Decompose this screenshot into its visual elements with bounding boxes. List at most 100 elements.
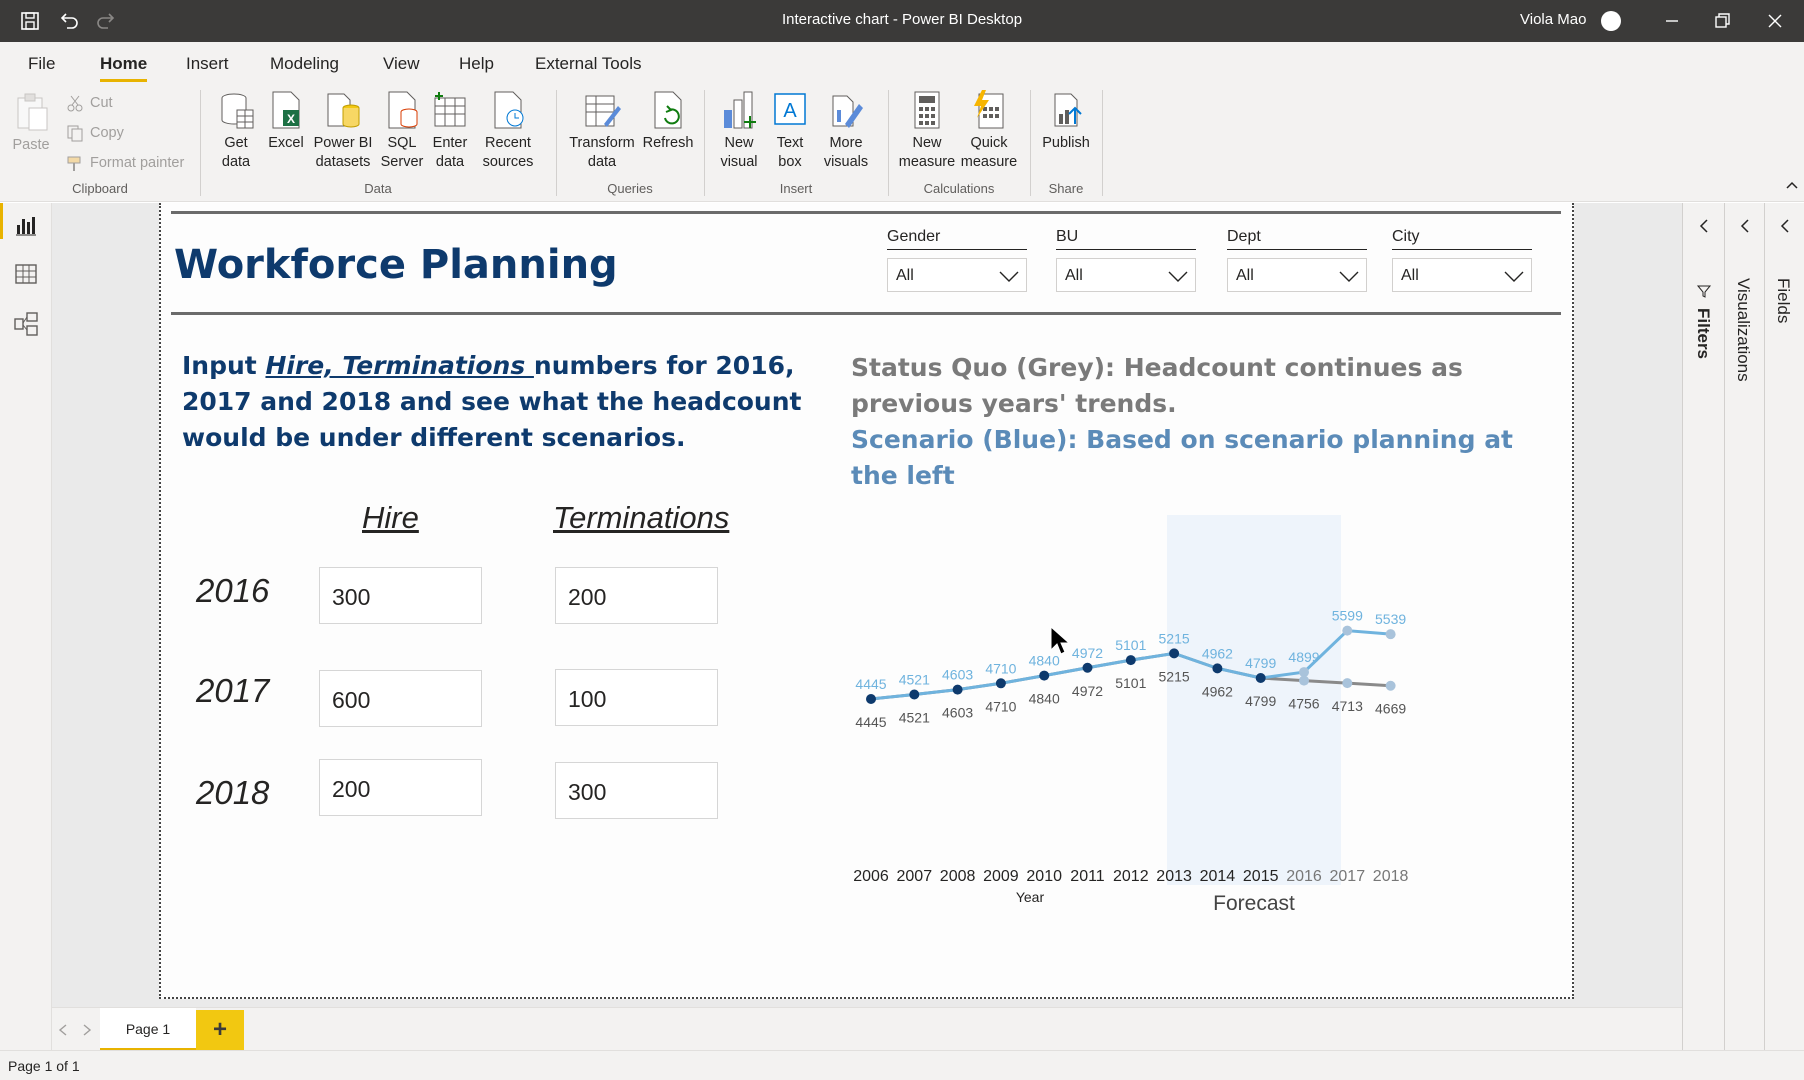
quick-measure-button[interactable]: Quick measure [960, 90, 1018, 172]
status-quo-data-label: 4840 [1029, 691, 1060, 707]
tab-help[interactable]: Help [459, 54, 494, 73]
text-box-button[interactable]: A Text box [768, 90, 812, 172]
tab-insert[interactable]: Insert [186, 54, 229, 73]
power-bi-datasets-button[interactable]: Power BI datasets [310, 90, 376, 172]
publish-button[interactable]: Publish [1038, 90, 1094, 153]
report-view-icon[interactable] [13, 213, 39, 239]
scenario-data-label: 4603 [942, 667, 973, 683]
close-icon[interactable] [1763, 9, 1787, 33]
chevron-left-icon[interactable] [1737, 218, 1753, 234]
tab-file[interactable]: File [28, 54, 56, 73]
intro-text-end: numbers for 2016, 2017 and 2018 and see … [182, 351, 802, 452]
copy-label: Copy [90, 125, 124, 141]
paste-icon [17, 93, 48, 131]
status-quo-point [995, 678, 1006, 689]
format-painter-label: Format painter [90, 155, 185, 171]
insert-group-label: Insert [779, 181, 813, 196]
slicer-bu-dropdown[interactable]: All [1056, 258, 1196, 292]
minimize-icon[interactable] [1660, 9, 1684, 33]
collapse-ribbon-icon[interactable] [1785, 180, 1799, 190]
x-tick-label: 2014 [1200, 868, 1236, 885]
scroll-left-icon[interactable] [58, 1024, 68, 1036]
tab-home[interactable]: Home [100, 54, 148, 82]
paste-button[interactable]: Paste [12, 92, 50, 155]
terminations-input-2018[interactable]: 300 [555, 762, 718, 819]
publish-icon [1054, 93, 1082, 127]
new-measure-button[interactable]: New measure [898, 90, 956, 172]
user-name[interactable]: Viola Mao [1520, 11, 1587, 28]
slicer-dept-dropdown[interactable]: All [1227, 258, 1367, 292]
undo-icon[interactable] [57, 9, 81, 33]
scenario-data-label: 5599 [1332, 608, 1363, 624]
page-tab-page-1[interactable]: Page 1 [100, 1008, 196, 1051]
get-data-button[interactable]: Get data [212, 90, 260, 172]
redo-icon[interactable] [94, 9, 118, 33]
format-painter-button[interactable]: Format painter [66, 154, 184, 172]
cut-button[interactable]: Cut [66, 94, 113, 112]
filters-pane[interactable]: Filters [1682, 203, 1724, 1050]
slicer-gender-dropdown[interactable]: All [887, 258, 1027, 292]
hire-input-2017[interactable]: 600 [319, 670, 482, 727]
pbi-datasets-label-2: datasets [315, 154, 371, 170]
slicer-city-dropdown[interactable]: All [1392, 258, 1532, 292]
status-bar: Page 1 of 1 [0, 1050, 1804, 1080]
svg-text:X: X [287, 112, 295, 126]
scroll-right-icon[interactable] [82, 1024, 92, 1036]
scenario-data-label: 4899 [1288, 649, 1319, 665]
terminations-input-2016[interactable]: 200 [555, 567, 718, 624]
transform-data-button[interactable]: Transform data [568, 90, 636, 172]
x-tick-label: 2009 [983, 868, 1019, 885]
more-visuals-icon [832, 95, 863, 128]
share-group-label: Share [1048, 181, 1084, 196]
scenario-text: Scenario (Blue): Based on scenario plann… [851, 425, 1514, 490]
scenario-data-label: 4445 [855, 676, 886, 692]
status-quo-data-label: 4713 [1332, 698, 1363, 714]
scenario-data-label: 4521 [899, 671, 930, 687]
copy-button[interactable]: Copy [66, 124, 124, 142]
scenario-point [1299, 667, 1309, 678]
forecast-band [1167, 515, 1341, 885]
publish-label: Publish [1042, 135, 1090, 151]
recent-sources-button[interactable]: Recent sources [476, 90, 540, 172]
visualizations-pane[interactable]: Visualizations [1724, 203, 1764, 1050]
sql-server-label-1: SQL [387, 135, 417, 151]
chevron-left-icon[interactable] [1777, 218, 1793, 234]
hire-input-2018[interactable]: 200 [319, 759, 482, 816]
hire-input-2016[interactable]: 300 [319, 567, 482, 624]
filter-icon [1696, 285, 1712, 298]
page-count: Page 1 of 1 [8, 1058, 80, 1074]
refresh-button[interactable]: Refresh [642, 90, 694, 153]
text-box-label-1: Text [776, 135, 804, 151]
more-visuals-button[interactable]: More visuals [816, 90, 876, 172]
data-view-icon[interactable] [13, 261, 39, 287]
restore-icon[interactable] [1710, 9, 1734, 33]
x-tick-label: 2008 [940, 868, 976, 885]
intro-text-start: Input [182, 351, 266, 380]
scenario-data-label: 5215 [1159, 630, 1190, 646]
status-quo-data-label: 4603 [942, 705, 973, 721]
tab-view[interactable]: View [383, 54, 420, 73]
tab-external-tools[interactable]: External Tools [535, 54, 642, 73]
enter-data-button[interactable]: Enter data [428, 90, 472, 172]
tab-modeling[interactable]: Modeling [270, 54, 339, 73]
status-quo-point [1299, 675, 1309, 686]
save-icon[interactable] [18, 9, 42, 33]
sql-server-button[interactable]: SQL Server [380, 90, 424, 172]
paste-label: Paste [12, 137, 50, 153]
sql-server-icon [388, 91, 418, 129]
slicer-gender: Gender All [887, 228, 1027, 292]
status-quo-point [1212, 663, 1223, 674]
excel-button[interactable]: X Excel [266, 90, 306, 153]
chevron-left-icon[interactable] [1696, 218, 1712, 234]
scenario-data-label: 5101 [1115, 637, 1146, 653]
avatar[interactable] [1601, 11, 1621, 31]
add-page-button[interactable]: + [196, 1010, 244, 1050]
enter-data-label-2: data [435, 154, 465, 170]
model-view-icon[interactable] [13, 311, 39, 337]
fields-pane[interactable]: Fields [1764, 203, 1804, 1050]
headcount-line-chart[interactable]: 4445 4521 4603 4710 4840 4972 5101 5215 4962 4799… [840, 515, 1560, 955]
terminations-input-2017[interactable]: 100 [555, 669, 718, 726]
new-visual-label-1: New [724, 135, 754, 151]
get-data-label-1: Get [224, 135, 248, 151]
new-visual-button[interactable]: New visual [714, 90, 764, 172]
